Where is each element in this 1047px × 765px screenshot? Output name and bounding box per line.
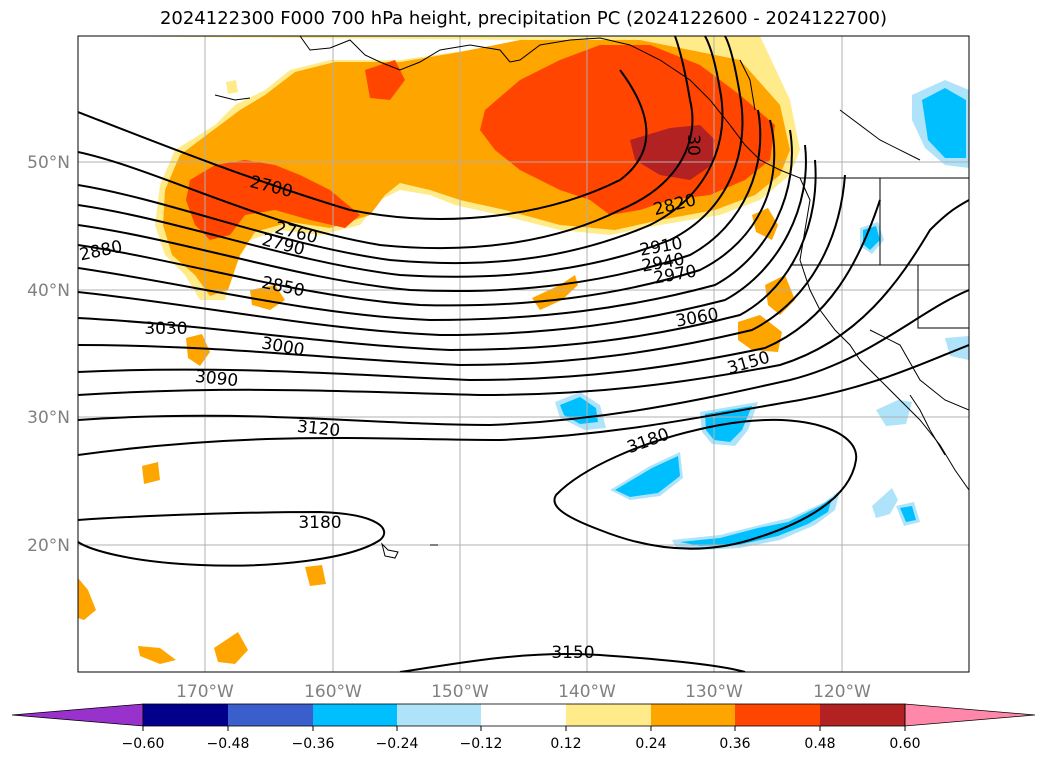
precip-positive-blob — [738, 315, 782, 352]
precip-positive-blob — [214, 632, 248, 664]
colorbar-tick-label: 0.48 — [804, 736, 835, 752]
precip-negative-blob — [615, 456, 680, 497]
colorbar-segment — [820, 704, 905, 726]
precip-negative-blob — [900, 506, 916, 522]
height-contours — [78, 36, 969, 672]
precip-positive-blob — [226, 80, 238, 94]
map-title: 2024122300 F000 700 hPa height, precipit… — [159, 8, 888, 29]
precip-negative-blob — [945, 336, 969, 360]
colorbar-segment — [735, 704, 820, 726]
colorbar-segment — [397, 704, 481, 726]
precip-positive-blob — [250, 285, 285, 310]
lat-label: 50°N — [27, 153, 70, 173]
lon-label: 130°W — [685, 682, 743, 702]
precip-negative-blob — [876, 400, 912, 426]
precip-positive-darkred — [630, 125, 715, 180]
precip-negative-blob — [872, 488, 898, 518]
contour-label: 30 — [683, 134, 703, 156]
contour-label: 3030 — [144, 319, 187, 339]
precip-negative-blob — [922, 88, 966, 158]
latitude-labels: 50°N 40°N 30°N 20°N — [27, 153, 70, 556]
map-frame — [77, 35, 970, 673]
contour-label: 3180 — [298, 513, 341, 533]
colorbar: −0.60 −0.48 −0.36 −0.24 −0.12 0.12 0.24 … — [11, 703, 1036, 752]
precipitation-shading — [78, 36, 969, 664]
colorbar-segment — [481, 704, 566, 726]
lat-label: 30°N — [27, 408, 70, 428]
contour-label: 3090 — [194, 367, 239, 391]
precip-positive-blob — [78, 578, 96, 620]
precip-negative-blob — [680, 498, 832, 546]
graticule — [78, 36, 969, 672]
lon-label: 160°W — [304, 682, 362, 702]
colorbar-frame — [142, 703, 906, 727]
colorbar-tick-label: −0.60 — [122, 736, 165, 752]
colorbar-segment — [143, 704, 228, 726]
lon-label: 120°W — [813, 682, 871, 702]
colorbar-tick-label: 0.36 — [719, 736, 750, 752]
colorbar-tick-label: 0.12 — [550, 736, 581, 752]
precip-positive-blob — [142, 462, 160, 484]
colorbar-extend-high — [904, 703, 1036, 727]
colorbar-tick-label: −0.36 — [292, 736, 335, 752]
lat-label: 20°N — [27, 536, 70, 556]
lon-label: 150°W — [431, 682, 489, 702]
precip-positive-red — [186, 160, 360, 240]
colorbar-segment — [651, 704, 735, 726]
precip-positive-red-2 — [480, 45, 775, 215]
lon-label: 140°W — [558, 682, 616, 702]
colorbar-tick-label: 0.60 — [889, 736, 920, 752]
precip-positive-red-3 — [365, 60, 405, 100]
colorbar-tick-label: 0.24 — [635, 736, 666, 752]
precip-positive-blob — [305, 565, 326, 586]
contour-label: 3120 — [296, 417, 341, 441]
colorbar-tick-label: −0.24 — [376, 736, 419, 752]
colorbar-tick-label: −0.12 — [460, 736, 503, 752]
precip-positive-blob — [186, 334, 210, 366]
contour-label: 3150 — [551, 643, 594, 663]
colorbar-tick-label: −0.48 — [207, 736, 250, 752]
longitude-labels: 170°W 160°W 150°W 140°W 130°W 120°W — [176, 682, 871, 702]
colorbar-segment — [313, 704, 397, 726]
contour-labels: 2700 2760 2790 2820 2850 2880 2910 2940 … — [78, 134, 772, 663]
coastlines — [214, 36, 969, 559]
colorbar-segment — [566, 704, 651, 726]
lon-label: 170°W — [176, 682, 234, 702]
precip-positive-blob — [138, 646, 176, 664]
lat-label: 40°N — [27, 281, 70, 301]
colorbar-segment — [228, 704, 313, 726]
colorbar-extend-low — [11, 703, 144, 727]
